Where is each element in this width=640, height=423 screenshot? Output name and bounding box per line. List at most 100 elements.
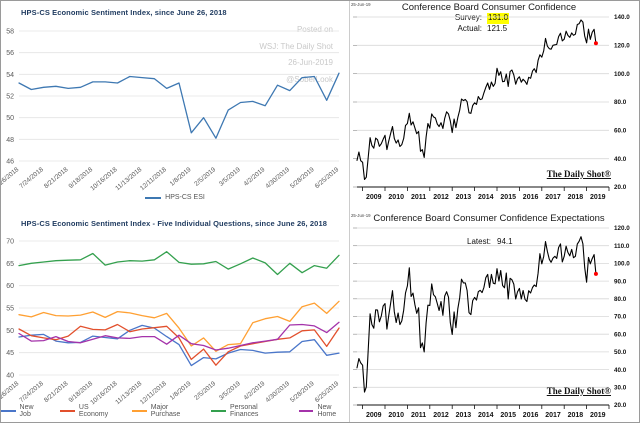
legend-swatch [60,410,75,412]
svg-text:40.0: 40.0 [614,367,627,374]
legend-item-new-home: New Home [298,404,349,418]
svg-text:52: 52 [6,94,14,101]
svg-text:1/8/2019: 1/8/2019 [169,380,193,402]
svg-text:60.0: 60.0 [614,331,627,338]
svg-text:2011: 2011 [411,194,426,201]
svg-text:2/5/2019: 2/5/2019 [193,166,217,188]
svg-text:30.0: 30.0 [614,385,627,392]
svg-text:50: 50 [6,328,14,335]
legend-swatch [211,410,226,412]
legend-label: New Home [317,404,337,418]
svg-text:120.0: 120.0 [614,225,630,232]
date-stamp: 25-Jun-19 [351,214,371,219]
watermark-line: @SoberLook [286,74,333,84]
svg-text:100.0: 100.0 [614,71,630,78]
legend-item-personal-finances: Personal Finances [211,404,283,418]
actual-value: 121.5 [487,23,508,33]
legend-label: HPS-CS ESI [165,194,205,201]
svg-text:60: 60 [6,283,14,290]
chart-hps-cs-esi: HPS-CS Economic Sentiment Index, since J… [1,1,349,212]
svg-text:2015: 2015 [500,412,516,419]
svg-text:8/21/2018: 8/21/2018 [43,166,70,190]
chart-consumer-confidence: 25-Jun-19 Conference Board Consumer Conf… [349,1,639,212]
svg-text:58: 58 [6,29,14,36]
watermark-line: Posted on [296,25,333,34]
latest-annotation: Latest: 94.1 [467,237,513,246]
watermark-line: WSJ: The Daily Shot [259,41,333,51]
daily-shot-watermark: The Daily Shot® [546,386,611,396]
svg-text:50.0: 50.0 [614,349,627,356]
svg-text:2012: 2012 [433,412,449,419]
daily-shot-watermark: The Daily Shot® [546,169,611,179]
svg-text:100.0: 100.0 [614,261,630,268]
svg-text:140.0: 140.0 [614,14,630,21]
svg-text:7/24/2018: 7/24/2018 [18,380,45,404]
legend-label: New Job [19,404,34,418]
svg-text:48: 48 [6,137,14,144]
svg-text:4/30/2019: 4/30/2019 [264,380,291,404]
chart-title: Conference Board Consumer Confidence [401,2,577,13]
svg-text:70.0: 70.0 [614,314,627,321]
svg-text:2010: 2010 [388,412,404,419]
svg-text:2011: 2011 [411,412,426,419]
svg-text:2016: 2016 [523,194,539,201]
legend-label: Personal Finances [230,404,259,418]
chart-title: Conference Board Consumer Confidence Exp… [373,213,605,224]
svg-text:54: 54 [6,72,14,79]
legend-item-major-purchase: Major Purchase [132,404,195,418]
svg-text:110.0: 110.0 [614,243,630,250]
svg-text:4/2/2019: 4/2/2019 [243,166,267,188]
svg-text:45: 45 [6,350,14,357]
svg-text:2010: 2010 [388,194,404,201]
svg-text:6/26/2018: 6/26/2018 [1,166,21,190]
survey-value: 131.0 [487,13,510,24]
svg-text:7/24/2018: 7/24/2018 [18,166,45,190]
legend-item-new-job: New Job [1,404,44,418]
chart-title: HPS-CS Economic Sentiment Index, since J… [21,8,227,17]
svg-text:2009: 2009 [366,194,382,201]
five-questions-legend: New Job US Economy Major Purchase Personal … [1,404,349,418]
esi-legend: HPS-CS ESI [1,194,349,201]
svg-text:20.0: 20.0 [614,402,627,409]
svg-text:90.0: 90.0 [614,278,627,285]
svg-text:2014: 2014 [478,412,494,419]
svg-text:2012: 2012 [433,194,449,201]
legend-label: Major Purchase [150,404,181,418]
svg-text:2017: 2017 [545,412,561,419]
svg-text:2018: 2018 [568,194,584,201]
expectations-plot: 20.0 30.0 40.0 50.0 60.0 70.0 80.0 90.0 100.0 110… [353,225,630,419]
svg-text:5/28/2019: 5/28/2019 [289,380,316,404]
svg-text:5/28/2019: 5/28/2019 [289,166,316,190]
actual-label: Actual: [457,23,482,33]
vertical-divider [349,1,350,422]
svg-text:40: 40 [6,373,14,380]
survey-actual-annotation: Survey: 131.0 Actual: 121.5 [445,13,510,34]
svg-text:20.0: 20.0 [614,184,627,191]
survey-label: Survey: [454,13,482,22]
svg-text:6/25/2019: 6/25/2019 [314,380,341,404]
svg-text:80.0: 80.0 [614,99,627,106]
legend-label: US Economy [78,404,109,418]
svg-text:46: 46 [6,159,14,166]
svg-text:2017: 2017 [545,194,561,201]
svg-text:4/2/2019: 4/2/2019 [243,380,267,402]
svg-text:2019: 2019 [590,194,606,201]
svg-text:70: 70 [6,239,14,246]
svg-text:1/8/2019: 1/8/2019 [169,166,193,188]
date-stamp: 25-Jun-19 [351,3,371,8]
five-questions-plot: 40 45 50 55 60 65 70 6/26/20187/24/20188/21/201… [1,239,341,407]
legend-swatch [298,410,314,412]
svg-text:2019: 2019 [590,412,606,419]
svg-text:2013: 2013 [456,412,472,419]
legend-swatch [145,196,162,199]
svg-text:2/5/2019: 2/5/2019 [193,380,217,402]
legend-item-hps-cs-esi: HPS-CS ESI [145,194,205,201]
svg-text:80.0: 80.0 [614,296,627,303]
svg-text:3/5/2019: 3/5/2019 [218,380,242,402]
svg-text:2016: 2016 [523,412,539,419]
legend-item-us-economy: US Economy [60,404,116,418]
latest-label: Latest: [467,237,492,246]
svg-text:12/11/2018: 12/11/2018 [139,380,168,406]
svg-text:2009: 2009 [366,412,382,419]
